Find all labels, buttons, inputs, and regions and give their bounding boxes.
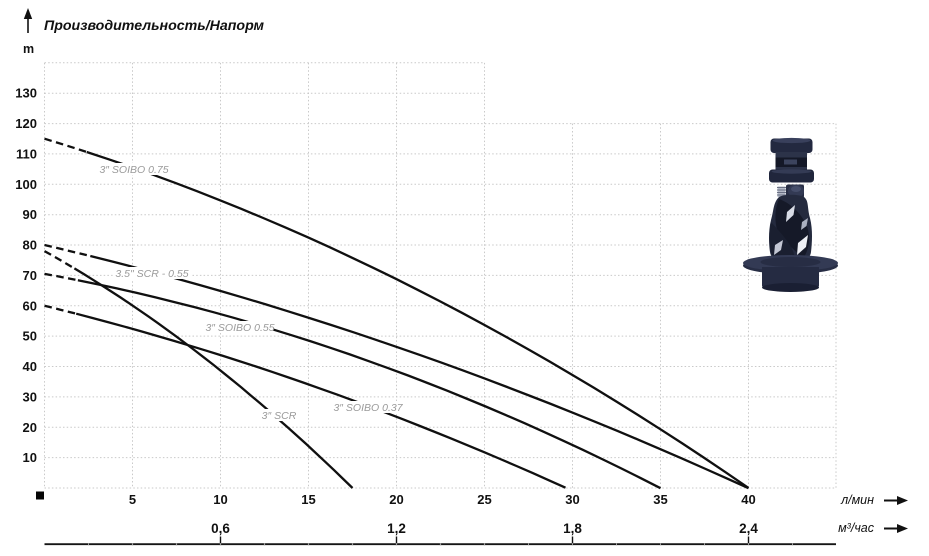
svg-text:40: 40 bbox=[23, 359, 37, 374]
svg-text:3″ SCR: 3″ SCR bbox=[262, 410, 297, 422]
svg-text:3″ SOIBO 0.75: 3″ SOIBO 0.75 bbox=[99, 164, 168, 176]
svg-text:3″ SOIBO 0.37: 3″ SOIBO 0.37 bbox=[333, 402, 403, 414]
svg-text:20: 20 bbox=[389, 492, 403, 507]
svg-text:130: 130 bbox=[15, 86, 37, 101]
svg-text:120: 120 bbox=[15, 116, 37, 131]
svg-text:25: 25 bbox=[477, 492, 491, 507]
svg-text:1,2: 1,2 bbox=[387, 521, 406, 536]
svg-text:м³/час: м³/час bbox=[838, 521, 875, 535]
svg-text:70: 70 bbox=[23, 268, 37, 283]
svg-text:50: 50 bbox=[23, 329, 37, 344]
svg-text:30: 30 bbox=[23, 389, 37, 404]
svg-text:10: 10 bbox=[213, 492, 227, 507]
svg-text:m: m bbox=[23, 42, 34, 56]
svg-text:3″ SOIBO 0.55: 3″ SOIBO 0.55 bbox=[205, 322, 274, 334]
svg-text:Производительность/Напорм: Производительность/Напорм bbox=[44, 18, 265, 34]
svg-text:5: 5 bbox=[129, 492, 136, 507]
svg-text:0,6: 0,6 bbox=[211, 521, 230, 536]
svg-text:40: 40 bbox=[741, 492, 755, 507]
svg-text:35: 35 bbox=[653, 492, 667, 507]
svg-text:100: 100 bbox=[15, 177, 37, 192]
svg-text:80: 80 bbox=[23, 238, 37, 253]
svg-text:л/мин: л/мин bbox=[840, 493, 874, 507]
svg-text:20: 20 bbox=[23, 420, 37, 435]
svg-text:1,8: 1,8 bbox=[563, 521, 582, 536]
svg-text:60: 60 bbox=[23, 298, 37, 313]
svg-text:3.5" SCR - 0.55: 3.5" SCR - 0.55 bbox=[115, 268, 188, 280]
svg-text:30: 30 bbox=[565, 492, 579, 507]
svg-text:10: 10 bbox=[23, 450, 37, 465]
svg-text:15: 15 bbox=[301, 492, 315, 507]
svg-text:90: 90 bbox=[23, 207, 37, 222]
svg-text:2,4: 2,4 bbox=[739, 521, 758, 536]
svg-text:110: 110 bbox=[16, 146, 37, 161]
